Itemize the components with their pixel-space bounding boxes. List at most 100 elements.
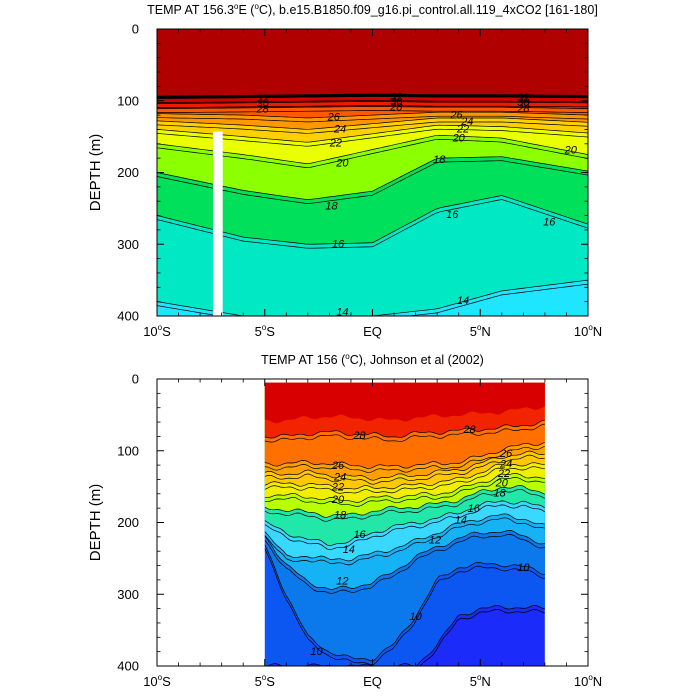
isotherm-minor bbox=[264, 548, 545, 666]
contour-label: 28 bbox=[352, 430, 366, 442]
isotherm-32 bbox=[157, 96, 588, 99]
x-tick-label: 5oS bbox=[255, 323, 276, 339]
isotherm-minor bbox=[264, 466, 545, 494]
contour-label: 22 bbox=[456, 124, 469, 136]
y-tick-label: 300 bbox=[117, 587, 139, 602]
y-tick-label: 400 bbox=[117, 309, 139, 324]
isotherm-minor bbox=[264, 423, 545, 443]
isotherm-20 bbox=[157, 134, 588, 164]
isotherm-minor bbox=[264, 477, 545, 507]
isotherm-minor bbox=[264, 534, 545, 594]
y-tick-label: 100 bbox=[117, 443, 139, 458]
contour-label: 32 bbox=[517, 92, 529, 104]
chart-title: TEMP AT 156.3oE (oC), b.e15.B1850.f09_g1… bbox=[147, 2, 598, 17]
band-over28 bbox=[264, 382, 545, 424]
bottom-panel: 28 28262422201816141210262422201816141210… bbox=[87, 352, 602, 689]
contour-label: 18 bbox=[334, 510, 347, 522]
contour-label: 16 bbox=[543, 216, 556, 228]
contour-label: 18 bbox=[433, 154, 446, 166]
contour-label: 30 bbox=[517, 97, 530, 109]
isotherm-22 bbox=[264, 462, 545, 490]
isotherm-30 bbox=[157, 101, 588, 104]
contour-label: 22 bbox=[497, 468, 510, 480]
y-tick-label: 200 bbox=[117, 515, 139, 530]
isotherm-28 bbox=[157, 106, 588, 109]
y-tick-label: 200 bbox=[117, 165, 139, 180]
contour-label: 28 bbox=[462, 424, 476, 436]
y-tick-label: 400 bbox=[117, 659, 139, 674]
contour-label: 10 bbox=[409, 611, 422, 623]
isotherm-minor bbox=[264, 445, 545, 473]
contour-label: 16 bbox=[332, 239, 345, 251]
isotherm-14 bbox=[264, 513, 545, 562]
contour-label: 26 bbox=[449, 109, 463, 121]
isotherm-minor bbox=[157, 160, 588, 204]
contour-fill-group bbox=[157, 29, 588, 316]
contour-label: 26 bbox=[331, 460, 345, 472]
isotherm-minor bbox=[264, 488, 545, 522]
isotherm-18 bbox=[264, 484, 545, 518]
contour-label: 24 bbox=[499, 459, 512, 471]
contour-label: 32 bbox=[256, 93, 268, 105]
contour-label: 28 bbox=[389, 101, 403, 113]
isotherm-minor bbox=[157, 121, 588, 134]
y-tick-label: 0 bbox=[132, 372, 139, 387]
isotherm-minor bbox=[157, 110, 588, 113]
contour-label: 12 bbox=[336, 576, 348, 588]
contour-label: 24 bbox=[333, 472, 346, 484]
x-tick-label: 5oN bbox=[470, 323, 491, 339]
contour-label: 20 bbox=[335, 157, 349, 169]
isotherm-10 bbox=[264, 544, 545, 662]
isotherm-20 bbox=[264, 473, 545, 503]
isotherm-minor bbox=[157, 128, 588, 147]
isotherm-minor bbox=[264, 504, 545, 551]
contour-label: 20 bbox=[452, 132, 466, 144]
isotherm-16 bbox=[157, 195, 588, 245]
isotherm-minor bbox=[157, 283, 588, 316]
isotherm-18 bbox=[157, 156, 588, 200]
contour-label: 30 bbox=[256, 98, 269, 110]
chart-title: TEMP AT 156 (oC), Johnson et al (2002) bbox=[261, 352, 484, 367]
contour-line-group bbox=[264, 419, 545, 666]
contour-label: 24 bbox=[460, 116, 473, 128]
contour-label: 14 bbox=[336, 307, 348, 319]
contour-fill-group bbox=[264, 382, 545, 666]
contour-label: 18 bbox=[325, 201, 338, 213]
isotherm-minor bbox=[264, 454, 545, 485]
contour-label: 24 bbox=[333, 124, 346, 136]
contour-label: 14 bbox=[343, 544, 355, 556]
isotherm-minor bbox=[157, 138, 588, 168]
isotherm-12 bbox=[264, 530, 545, 590]
isotherm-24 bbox=[264, 450, 545, 481]
isotherm-8 bbox=[264, 604, 545, 666]
contour-label: 20 bbox=[564, 145, 578, 157]
contour-label: 32 bbox=[390, 91, 402, 103]
isotherm-minor bbox=[264, 517, 545, 566]
contour-label: 22 bbox=[331, 482, 344, 494]
isotherm-28 bbox=[264, 419, 545, 439]
y-axis-label: DEPTH (m) bbox=[87, 134, 104, 212]
contour-label: 14 bbox=[455, 515, 467, 527]
contour-label: 16 bbox=[468, 503, 481, 515]
contour-line-group bbox=[157, 96, 588, 316]
contour-label: 18 bbox=[494, 487, 507, 499]
contour-label: 16 bbox=[446, 209, 459, 221]
isotherm-22 bbox=[157, 124, 588, 143]
x-tick-label: 10oS bbox=[143, 323, 171, 339]
isotherm-16 bbox=[264, 500, 545, 547]
isotherm-minor bbox=[419, 608, 545, 666]
contour-label: 22 bbox=[329, 137, 342, 149]
isotherm-minor bbox=[157, 115, 588, 123]
isotherm-minor bbox=[157, 100, 588, 103]
contour-label: 20 bbox=[495, 477, 509, 489]
contour-label: 28 bbox=[516, 103, 530, 115]
x-tick-label: 10oN bbox=[574, 323, 602, 339]
isotherm-minor bbox=[157, 199, 588, 249]
contour-label: 14 bbox=[457, 295, 469, 307]
x-tick-label: 5oS bbox=[255, 673, 276, 689]
x-tick-label: EQ bbox=[363, 324, 382, 339]
y-tick-label: 300 bbox=[117, 237, 139, 252]
masked-bar bbox=[213, 131, 223, 316]
contour-label: 12 bbox=[429, 535, 441, 547]
